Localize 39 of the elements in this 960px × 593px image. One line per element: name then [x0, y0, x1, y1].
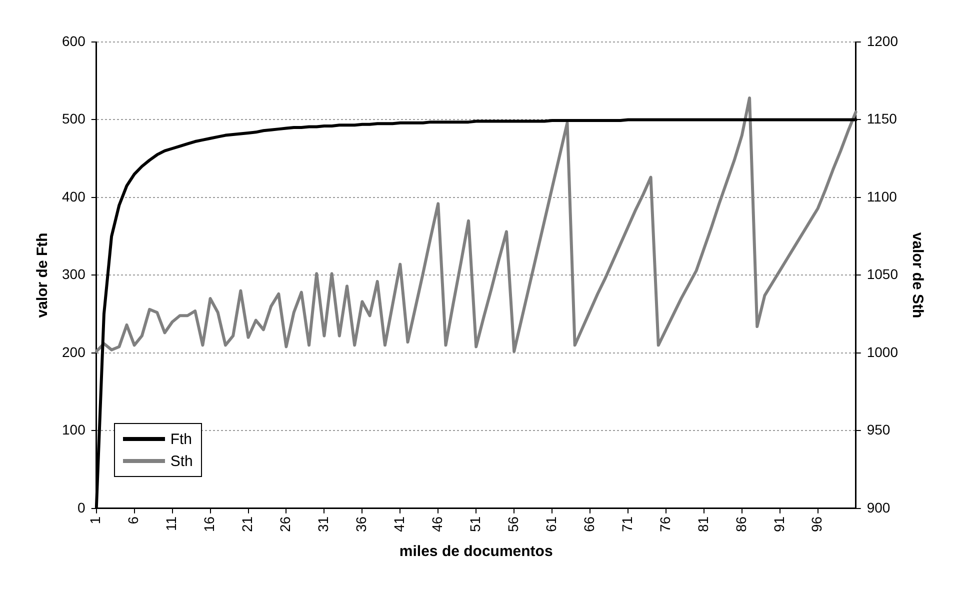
x-tick-label: 31	[315, 516, 332, 532]
x-tick-label: 96	[808, 516, 825, 532]
y2-tick-label: 1050	[866, 266, 898, 282]
y-axis-title: valor de Fth	[34, 232, 52, 318]
x-axis-title: miles de documentos	[399, 543, 553, 560]
x-tick-label: 26	[277, 516, 294, 532]
x-tick-label: 6	[125, 516, 142, 524]
y-tick-label: 200	[62, 344, 86, 360]
y2-tick-label: 950	[866, 422, 890, 438]
x-tick-label: 91	[770, 516, 787, 532]
x-tick-label: 41	[391, 516, 408, 532]
x-tick-label: 61	[542, 516, 559, 532]
x-tick-label: 81	[694, 516, 711, 532]
x-tick-label: 16	[201, 516, 218, 532]
x-tick-label: 11	[163, 516, 180, 531]
y-tick-label: 600	[62, 32, 86, 49]
y-tick-label: 400	[62, 188, 86, 204]
y2-tick-label: 1150	[866, 110, 898, 127]
x-tick-label: 86	[732, 516, 749, 532]
x-tick-label: 36	[353, 516, 370, 532]
x-tick-label: 1	[87, 516, 104, 524]
y2-axis-title: valor de Sth	[908, 232, 926, 318]
y2-tick-label: 1000	[866, 344, 898, 360]
x-tick-label: 56	[504, 516, 521, 532]
x-tick-label: 66	[580, 516, 597, 532]
x-tick-label: 46	[428, 516, 445, 532]
x-tick-label: 21	[239, 516, 256, 532]
x-tick-label: 76	[656, 516, 673, 532]
x-tick-label: 71	[618, 516, 635, 532]
y2-tick-label: 900	[866, 499, 890, 516]
legend-label: Sth	[170, 452, 193, 470]
x-tick-label: 51	[466, 516, 483, 532]
legend-label: Fth	[170, 430, 192, 448]
y-tick-label: 300	[62, 266, 86, 282]
y2-tick-label: 1100	[866, 188, 898, 204]
y-tick-label: 0	[78, 499, 86, 516]
y-tick-label: 100	[62, 422, 86, 438]
y2-tick-label: 1200	[866, 32, 898, 49]
y-tick-label: 500	[62, 110, 86, 127]
